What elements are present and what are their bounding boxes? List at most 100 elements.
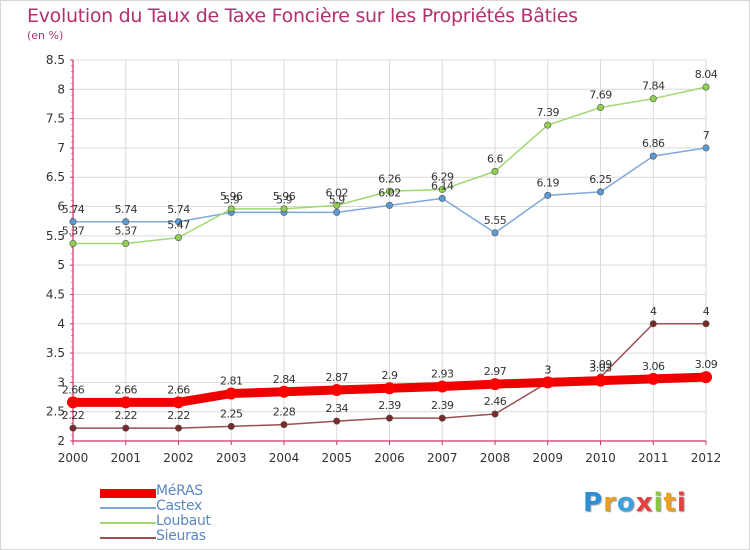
data-label-sieuras: 2.22 [62,409,85,422]
y-tick-label: 4.5 [46,287,65,301]
data-point-sieuras [649,320,657,328]
data-label-méras: 2.97 [484,365,507,378]
data-label-sieuras: 2.25 [220,407,243,420]
data-point-castex [544,191,552,199]
y-tick-label: 4 [57,317,65,331]
logo-letter: o [616,488,636,518]
y-tick-label: 3 [57,375,65,389]
data-label-castex: 5.9 [329,193,345,206]
data-point-loubaut [438,186,446,194]
data-label-castex: 5.9 [223,193,239,206]
legend-label: Castex [156,498,202,514]
data-label-castex: 6.25 [589,173,612,186]
y-tick-label: 7 [57,141,65,155]
x-tick-label: 2005 [321,451,352,465]
legend-swatch [100,537,156,539]
data-point-loubaut [596,103,604,111]
axes: 2 2.5 3 3.5 4 4.5 5 5.5 6 6.5 7 7.5 8 8.5 2000 2001 2002… [46,53,721,465]
data-label-sieuras: 2.39 [431,399,454,412]
data-point-loubaut [544,121,552,129]
legend-label: Loubaut [156,513,211,529]
data-label-méras: 3.09 [695,358,718,371]
data-point-méras [119,396,132,409]
data-label-méras: 2.84 [273,373,296,386]
data-point-méras [383,382,396,395]
data-point-loubaut [702,83,710,91]
data-labels: 2.22 2.22 2.22 2.25 2.28 2.34 2.39 2.39 2.46 3 3.0… [62,68,718,422]
data-point-méras [172,396,185,409]
data-point-sieuras [175,424,183,432]
data-point-méras [541,376,554,389]
logo-letter: i [676,488,687,518]
data-point-méras [489,378,501,391]
series-layer [67,83,712,432]
data-point-castex [333,208,341,216]
x-tick-label: 2008 [480,451,511,465]
data-point-loubaut [491,167,499,175]
data-label-loubaut: 5.47 [167,219,190,232]
data-point-sieuras [333,417,341,425]
x-tick-label: 2001 [110,451,141,465]
x-tick-label: 2009 [532,451,563,465]
data-point-loubaut [227,205,235,213]
logo-letter: i [653,488,664,518]
data-point-méras [647,372,660,385]
logo-letter: x [635,488,654,518]
data-label-sieuras: 2.28 [273,406,296,419]
y-tick-label: 3.5 [46,346,65,360]
x-tick-label: 2010 [585,451,616,465]
data-label-méras: 2.9 [382,369,398,382]
legend-swatch [100,488,156,498]
data-label-méras: 2.66 [167,383,190,396]
data-label-sieuras: 4 [703,305,710,318]
y-tick-label: 5 [57,258,65,272]
data-label-sieuras: 4 [650,305,657,318]
y-tick-label: 8.5 [46,53,65,67]
data-point-loubaut [122,239,130,247]
data-point-sieuras [280,421,288,429]
y-tick-label: 6 [57,200,65,214]
y-tick-label: 5.5 [46,229,65,243]
data-label-loubaut: 5.37 [62,224,85,237]
legend-label: MéRAS [156,483,203,499]
data-label-castex: 5.55 [484,214,507,227]
x-tick-label: 2004 [269,451,300,465]
data-label-loubaut: 7.69 [589,88,612,101]
data-label-castex: 6.02 [378,186,401,199]
data-label-castex: 6.86 [642,137,665,150]
data-label-sieuras: 2.34 [326,402,349,415]
data-point-sieuras [122,424,130,432]
data-label-sieuras: 3.09 [589,358,612,371]
data-point-castex [649,152,657,160]
data-label-castex: 5.74 [167,203,190,216]
data-point-castex [702,144,710,152]
data-label-loubaut: 8.04 [695,68,718,81]
chart-title: Evolution du Taux de Taxe Foncière sur l… [27,5,578,27]
proxiti-logo: Proxiti [583,488,687,518]
data-label-loubaut: 6.29 [431,171,454,184]
data-label-méras: 2.87 [326,371,349,384]
x-tick-label: 2012 [691,451,722,465]
data-point-sieuras [702,320,710,328]
legend-label: Sieuras [156,528,206,544]
data-point-loubaut [280,205,288,213]
data-label-castex: 6.14 [431,179,454,192]
data-label-loubaut: 6.26 [378,172,401,185]
data-point-loubaut [385,187,393,195]
data-point-sieuras [69,424,77,432]
logo-letter: t [663,488,677,518]
data-point-castex [69,218,77,226]
data-point-castex [122,218,130,226]
data-label-loubaut: 5.96 [273,190,296,203]
data-point-loubaut [333,201,341,209]
y-tick-label: 2 [57,434,65,448]
data-label-loubaut: 7.39 [537,106,560,119]
logo-letter: P [583,488,604,518]
logo-letter: r [603,488,617,518]
y-tick-label: 2.5 [46,405,65,419]
y-tick-label: 8 [57,82,65,96]
data-label-loubaut: 6.6 [487,152,503,165]
data-label-sieuras: 3 [545,363,552,376]
data-point-sieuras [227,422,235,430]
